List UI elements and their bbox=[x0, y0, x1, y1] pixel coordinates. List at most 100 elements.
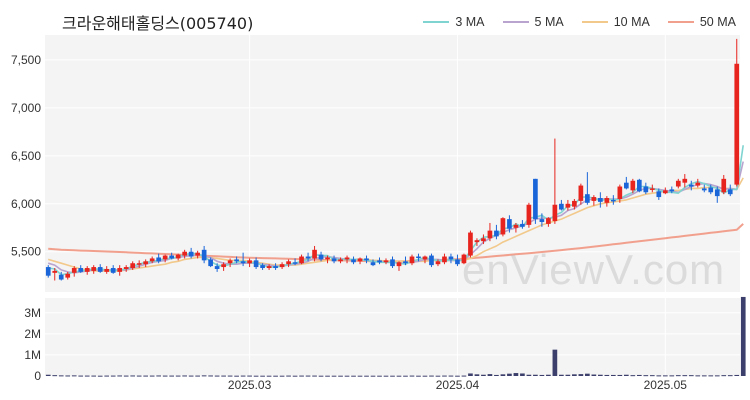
chart-title: 크라운해태홀딩스(005740) bbox=[62, 14, 254, 33]
volume-bar bbox=[701, 375, 707, 377]
volume-bar bbox=[448, 375, 454, 377]
volume-bar bbox=[377, 375, 382, 377]
price-tick-label: 5,500 bbox=[11, 245, 41, 259]
candle-body bbox=[429, 255, 434, 266]
volume-bar bbox=[526, 374, 532, 376]
volume-bar bbox=[117, 375, 123, 377]
candle-body bbox=[201, 249, 207, 261]
volume-bar bbox=[71, 375, 77, 377]
candle-body bbox=[292, 262, 298, 264]
candle-body bbox=[695, 182, 701, 186]
legend-swatch-ma10 bbox=[581, 21, 608, 23]
volume-bar bbox=[286, 375, 291, 377]
volume-bar bbox=[188, 375, 194, 377]
volume-bar bbox=[636, 374, 642, 376]
volume-bar bbox=[585, 373, 590, 376]
x-tick-label: 2025.03 bbox=[228, 378, 272, 392]
candle-body bbox=[247, 260, 252, 264]
volume-bar bbox=[344, 375, 350, 377]
candle-body bbox=[442, 256, 447, 263]
x-tick-label: 2025.05 bbox=[644, 378, 688, 392]
volume-bar bbox=[598, 374, 603, 376]
volume-bar bbox=[195, 375, 200, 377]
candle-body bbox=[84, 268, 90, 272]
candle-body bbox=[533, 178, 538, 220]
candle-body bbox=[377, 260, 382, 263]
volume-bar bbox=[727, 375, 733, 377]
candle-body bbox=[279, 264, 285, 268]
candle-body bbox=[357, 258, 363, 262]
candle-body bbox=[513, 224, 519, 228]
volume-bar bbox=[500, 374, 506, 376]
volume-bar bbox=[305, 375, 311, 377]
candle-body bbox=[286, 261, 291, 265]
volume-bar bbox=[52, 375, 58, 377]
price-tick-label: 6,000 bbox=[11, 197, 41, 211]
volume-bar bbox=[494, 374, 499, 376]
volume-bar bbox=[383, 375, 389, 377]
candle-body bbox=[52, 270, 58, 273]
volume-bar bbox=[97, 375, 103, 377]
volume-bar bbox=[578, 374, 584, 376]
price-tick-label: 7,500 bbox=[11, 53, 41, 67]
candle-body bbox=[260, 265, 265, 269]
candle-body bbox=[422, 256, 428, 260]
candle-body bbox=[338, 259, 343, 262]
legend-swatch-ma3 bbox=[423, 21, 450, 23]
volume-bar bbox=[65, 375, 71, 377]
volume-bar bbox=[507, 373, 512, 376]
volume-bar bbox=[136, 375, 142, 377]
candle-body bbox=[175, 254, 181, 259]
volume-bar bbox=[396, 375, 402, 377]
volume-bar bbox=[591, 374, 597, 376]
candle-body bbox=[117, 268, 123, 272]
legend-item-ma3: 3 MA bbox=[423, 15, 485, 29]
candle-body bbox=[45, 267, 51, 276]
candle-body bbox=[195, 252, 200, 256]
volume-bar bbox=[143, 375, 149, 377]
volume-bar bbox=[546, 374, 551, 376]
candle-body bbox=[390, 259, 395, 267]
candle-body bbox=[435, 261, 441, 265]
volume-bar bbox=[234, 375, 239, 377]
candle-body bbox=[656, 191, 662, 198]
volume-bar bbox=[422, 375, 428, 377]
candle-body bbox=[636, 179, 642, 192]
volume-bar bbox=[643, 375, 649, 377]
candle-body bbox=[734, 63, 740, 185]
volume-bar bbox=[695, 375, 701, 377]
volume-bar bbox=[487, 374, 493, 376]
volume-bar bbox=[214, 375, 220, 377]
candle-body bbox=[364, 258, 369, 261]
volume-bar bbox=[318, 375, 324, 377]
candle-body bbox=[253, 260, 259, 268]
legend-label-ma3: 3 MA bbox=[455, 15, 485, 29]
volume-bar bbox=[675, 375, 681, 377]
candle-body bbox=[299, 256, 304, 264]
candle-body bbox=[65, 273, 71, 278]
volume-bar bbox=[604, 374, 610, 376]
volume-bar bbox=[409, 375, 415, 377]
candle-body bbox=[162, 255, 168, 260]
price-panel bbox=[45, 35, 740, 292]
volume-bar bbox=[572, 374, 577, 376]
candle-body bbox=[604, 198, 610, 203]
candle-body bbox=[214, 266, 220, 269]
candle-body bbox=[156, 257, 162, 262]
candle-body bbox=[78, 268, 84, 272]
volume-bar bbox=[91, 375, 97, 377]
series-line-ma10 bbox=[47, 177, 744, 272]
candle-body bbox=[208, 259, 213, 267]
volume-bar bbox=[201, 375, 207, 377]
candle-body bbox=[110, 268, 116, 273]
legend-item-ma10: 10 MA bbox=[581, 15, 650, 29]
candle-body bbox=[669, 189, 675, 192]
candle-body bbox=[714, 189, 720, 197]
volume-tick-label: 3M bbox=[24, 306, 41, 320]
volume-bar bbox=[299, 375, 304, 377]
volume-bar bbox=[78, 375, 84, 377]
candle-body bbox=[403, 261, 408, 264]
legend-label-ma50: 50 MA bbox=[699, 15, 736, 29]
candle-body bbox=[474, 240, 480, 243]
candle-body bbox=[325, 257, 330, 260]
